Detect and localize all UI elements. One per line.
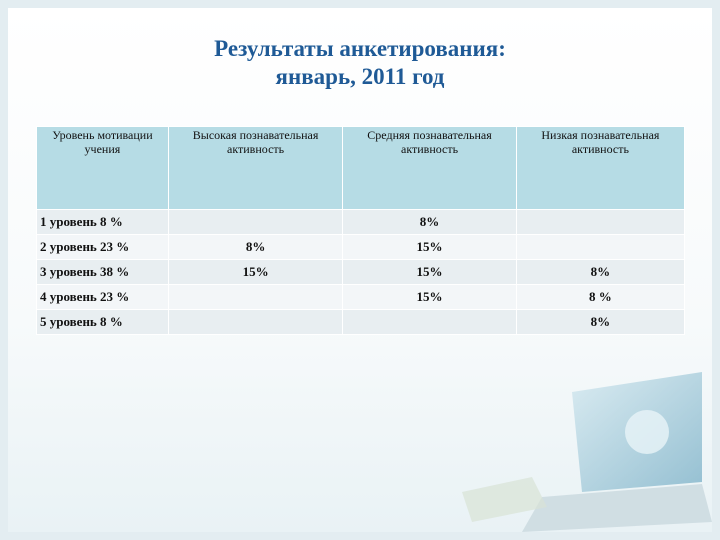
table-cell: [515, 209, 686, 235]
header-cell: Низкая познавательная активность: [515, 126, 686, 210]
table-cell: 15%: [342, 234, 517, 260]
table-cell: 15%: [167, 259, 344, 285]
table-cell: [167, 209, 344, 235]
table-cell: 8%: [515, 259, 686, 285]
table-cell: [167, 309, 344, 335]
table-row: 2 уровень 23 % 8% 15%: [36, 234, 686, 260]
title-line: январь, 2011 год: [275, 64, 445, 89]
header-cell: Высокая познавательная активность: [167, 126, 344, 210]
table-cell: 5 уровень 8 %: [36, 309, 169, 335]
table-row: 3 уровень 38 % 15% 15% 8%: [36, 259, 686, 285]
table-cell: 15%: [342, 284, 517, 310]
table-cell: [342, 309, 517, 335]
table-row: 1 уровень 8 % 8%: [36, 209, 686, 235]
header-cell: Уровень мотивации учения: [36, 126, 169, 210]
table-cell: 4 уровень 23 %: [36, 284, 169, 310]
table-cell: 3 уровень 38 %: [36, 259, 169, 285]
table-cell: 8%: [342, 209, 517, 235]
decoration: [462, 372, 712, 532]
table-row: 5 уровень 8 % 8%: [36, 309, 686, 335]
table-cell: 15%: [342, 259, 517, 285]
header-cell: Средняя познавательная активность: [342, 126, 517, 210]
header-row: Уровень мотивации учения Высокая познават…: [36, 126, 686, 210]
table-row: 4 уровень 23 % 15% 8 %: [36, 284, 686, 310]
table-cell: [515, 234, 686, 260]
table-cell: 8%: [515, 309, 686, 335]
table-cell: 1 уровень 8 %: [36, 209, 169, 235]
table-cell: [167, 284, 344, 310]
title-line: Результаты анкетирования:: [214, 36, 506, 61]
table-cell: 8%: [167, 234, 344, 260]
results-table: Уровень мотивации учения Высокая познават…: [36, 126, 686, 335]
table-cell: 2 уровень 23 %: [36, 234, 169, 260]
table-cell: 8 %: [515, 284, 686, 310]
